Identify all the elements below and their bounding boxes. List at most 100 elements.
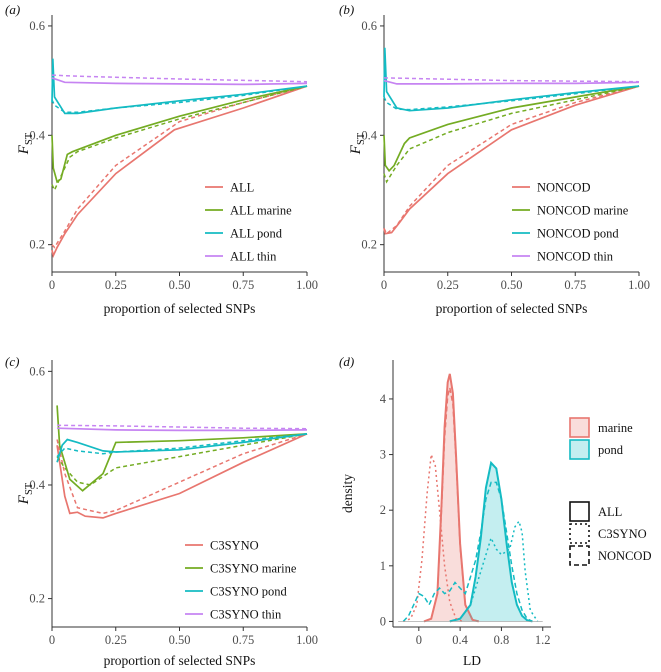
panel-label: (c) <box>5 354 19 369</box>
panel-a: (a) 0.2 0.4 0.6 0 0.25 0.50 0.75 1.00 proportion … <box>5 2 318 316</box>
legend-entry: C3SYNO pond <box>210 585 287 599</box>
legend-entry: C3SYNO marine <box>210 562 297 576</box>
series-line-all-solid <box>51 85 308 259</box>
legend-entry: C3SYNO <box>210 539 259 553</box>
density-line-pond-c3syno <box>449 519 539 623</box>
y-tick-label: 0.2 <box>29 238 45 252</box>
x-axis-label: proportion of selected SNPs <box>436 301 588 316</box>
legend-linetype-entry: NONCOD <box>598 549 651 563</box>
y-tick-label: 3 <box>380 448 386 462</box>
y-axis-label-main: F <box>16 494 32 505</box>
y-tick-label: 0.6 <box>29 364 45 378</box>
series-line-c3syno-thin-dashed <box>57 424 308 430</box>
legend-entry: NONCOD <box>537 181 590 195</box>
series-line-c3syno-marine-dashed <box>56 433 308 486</box>
panel-c: (c) 0.2 0.4 0.6 0 0.25 0.50 0.75 1.00 proportion … <box>5 354 318 668</box>
legend-entry: NONCOD thin <box>537 250 614 264</box>
legend-entry: ALL marine <box>230 204 292 218</box>
series-line-noncod-pond-dashed <box>383 85 640 111</box>
x-axis-label: proportion of selected SNPs <box>104 653 256 668</box>
series-line-noncod-marine-solid <box>383 85 640 173</box>
panel-label: (a) <box>5 2 20 17</box>
density-fill-marine-all <box>424 373 479 622</box>
y-tick-label: 0.6 <box>29 19 45 33</box>
x-tick-label: 0.25 <box>437 278 459 292</box>
series-line-noncod-pond-solid <box>383 47 640 112</box>
x-tick-label: 0.75 <box>232 633 254 647</box>
x-tick-label: 1.00 <box>628 278 650 292</box>
legend-linetype-key <box>569 501 590 522</box>
x-tick-label: 0 <box>49 278 55 292</box>
y-tick-label: 0.4 <box>29 128 45 142</box>
x-tick-label: 0.4 <box>452 633 468 647</box>
density-line-marine-c3syno <box>403 454 463 623</box>
x-axis-label: LD <box>463 653 481 668</box>
y-tick-label: 0 <box>380 614 386 628</box>
legend-entry: ALL <box>230 181 254 195</box>
panel-label: (d) <box>339 354 354 369</box>
legend-linetype-entry: C3SYNO <box>598 527 647 541</box>
legend-linetype-key <box>569 523 590 544</box>
x-tick-label: 0 <box>381 278 387 292</box>
legend-fill-entry: marine <box>598 421 633 435</box>
density-line-pond-all <box>449 460 533 623</box>
legend-fill-key <box>569 417 590 438</box>
series-line-noncod-thin-solid <box>383 79 640 85</box>
x-tick-label: 0.8 <box>494 633 510 647</box>
panel-b: (b) 0.2 0.4 0.6 0 0.25 0.50 0.75 1.00 proportion … <box>339 2 650 316</box>
y-tick-label: 2 <box>380 503 386 517</box>
legend-linetype-entry: ALL <box>598 505 622 519</box>
y-tick-label: 0.2 <box>29 592 45 606</box>
legend-entry: NONCOD pond <box>537 227 619 241</box>
series-line-all-marine-solid <box>51 85 308 184</box>
series-line-all-marine-dashed <box>51 85 308 192</box>
x-tick-label: 1.00 <box>296 278 318 292</box>
y-tick-label: 0.6 <box>361 19 377 33</box>
x-tick-label: 0.50 <box>501 278 523 292</box>
x-tick-label: 1.00 <box>296 633 318 647</box>
legend-fill-entry: pond <box>598 443 624 457</box>
y-axis-label: FST <box>348 132 367 155</box>
legend-fill-key <box>569 439 590 460</box>
x-tick-label: 0.25 <box>105 633 127 647</box>
y-tick-label: 0.4 <box>361 128 377 142</box>
x-tick-label: 0.75 <box>232 278 254 292</box>
series-line-c3syno-marine-solid <box>56 405 308 492</box>
x-tick-label: 0.50 <box>169 633 191 647</box>
legend-entry: NONCOD marine <box>537 204 629 218</box>
series-line-all-thin-solid <box>51 77 308 86</box>
series-line-all-thin-dashed <box>51 74 308 83</box>
series-line-noncod-thin-dashed <box>383 77 640 83</box>
y-tick-label: 1 <box>380 559 386 573</box>
y-tick-label: 4 <box>380 392 387 406</box>
panel-d: (d) 0 1 2 3 4 0 0.4 0.8 1.2 LD density marine pond ALL… <box>339 354 651 668</box>
y-axis-label: FST <box>16 132 35 155</box>
series-line-all-pond-solid <box>51 58 308 115</box>
y-tick-label: 0.2 <box>361 238 377 252</box>
panel-label: (b) <box>339 2 354 17</box>
series-line-noncod-marine-dashed <box>383 85 640 184</box>
density-fill-pond-all <box>449 462 533 622</box>
x-tick-label: 1.2 <box>535 633 551 647</box>
legend-linetype-key <box>569 545 590 566</box>
legend-entry: ALL thin <box>230 250 277 264</box>
density-line-pond-noncod <box>402 481 533 623</box>
x-tick-label: 0.50 <box>169 278 191 292</box>
x-tick-label: 0.25 <box>105 278 127 292</box>
y-tick-label: 0.4 <box>29 478 45 492</box>
y-axis-label: FST <box>16 482 35 505</box>
x-tick-label: 0.75 <box>564 278 586 292</box>
series-line-c3syno-solid <box>56 433 308 519</box>
y-axis-label-subscript: ST <box>356 132 367 145</box>
y-axis-label: density <box>340 474 355 513</box>
series-line-c3syno-pond-solid <box>56 433 308 463</box>
series-line-c3syno-dashed <box>56 433 308 515</box>
series-line-noncod-solid <box>383 85 640 235</box>
y-axis-label-main: F <box>16 144 32 155</box>
y-axis-label-subscript: ST <box>24 132 35 145</box>
x-tick-label: 0 <box>416 633 422 647</box>
x-tick-label: 0 <box>49 633 55 647</box>
legend-entry: C3SYNO thin <box>210 608 282 622</box>
series-line-c3syno-pond-dashed <box>56 433 308 458</box>
